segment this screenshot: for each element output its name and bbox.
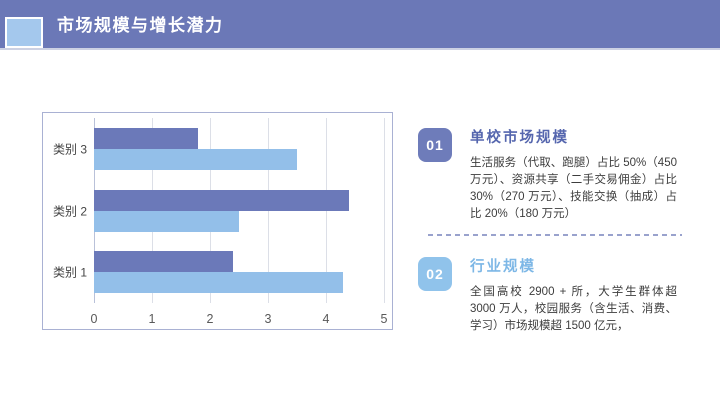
- bar-group-2: 类别 2: [53, 180, 384, 242]
- section-title: 行业规模: [470, 259, 536, 275]
- bar-series-light-blue-cat2: [94, 210, 239, 232]
- gridline-x-3: [268, 118, 269, 303]
- dashed-divider: [428, 234, 682, 236]
- bar-series-light-blue-cat1: [94, 272, 344, 294]
- bar-group-1: 类别 1: [53, 241, 384, 303]
- section-title: 单校市场规模: [470, 130, 569, 146]
- section-content: 单校市场规模 生活服务（代取、跑腿）占比 50%（450 万元）、资源共享（二手…: [470, 126, 677, 223]
- info-section-single-school: 01 单校市场规模 生活服务（代取、跑腿）占比 50%（450 万元）、资源共享…: [418, 126, 714, 223]
- info-panel: 01 单校市场规模 生活服务（代取、跑腿）占比 50%（450 万元）、资源共享…: [418, 126, 714, 335]
- x-tick-label-5: 5: [380, 312, 388, 326]
- chart-plot-area: 类别 3 类别 2 类别 1: [53, 118, 385, 303]
- chart-x-axis: 0 1 2 3 4 5: [90, 312, 388, 328]
- gridline-x-4: [326, 118, 327, 303]
- bar-series-purple-cat1: [94, 251, 234, 273]
- x-tick-label-3: 3: [264, 312, 272, 326]
- x-tick-label-1: 1: [148, 312, 156, 326]
- gridline-x-5: [384, 118, 385, 303]
- chart-bar-rows: 类别 3 类别 2 类别 1: [53, 118, 384, 303]
- bar-group-3: 类别 3: [53, 118, 384, 180]
- header-accent-square: [5, 17, 43, 48]
- x-tick-label-0: 0: [90, 312, 98, 326]
- info-section-industry: 02 行业规模 全国高校 2900 + 所，大学生群体超 3000 万人，校园服…: [418, 255, 714, 335]
- section-content: 行业规模 全国高校 2900 + 所，大学生群体超 3000 万人，校园服务（含…: [470, 255, 677, 335]
- category-label-3: 类别 3: [52, 142, 87, 157]
- header-bar: 市场规模与增长潜力: [0, 0, 720, 50]
- bar-series-purple-cat2: [94, 189, 350, 211]
- category-label-1: 类别 1: [52, 265, 87, 280]
- page-title: 市场规模与增长潜力: [57, 16, 224, 35]
- x-tick-label-4: 4: [322, 312, 330, 326]
- bar-chart-card: 类别 3 类别 2 类别 1 0 1 2 3 4 5: [42, 112, 393, 330]
- bar-series-purple-cat3: [94, 127, 199, 149]
- section-body: 全国高校 2900 + 所，大学生群体超 3000 万人，校园服务（含生活、消费…: [470, 286, 677, 332]
- category-label-2: 类别 2: [52, 204, 87, 218]
- bar-series-light-blue-cat3: [94, 148, 297, 170]
- section-number-badge: 01: [418, 128, 452, 162]
- section-body: 生活服务（代取、跑腿）占比 50%（450 万元）、资源共享（二手交易佣金）占比…: [470, 157, 677, 220]
- x-tick-label-2: 2: [206, 312, 214, 326]
- section-number-badge: 02: [418, 257, 452, 291]
